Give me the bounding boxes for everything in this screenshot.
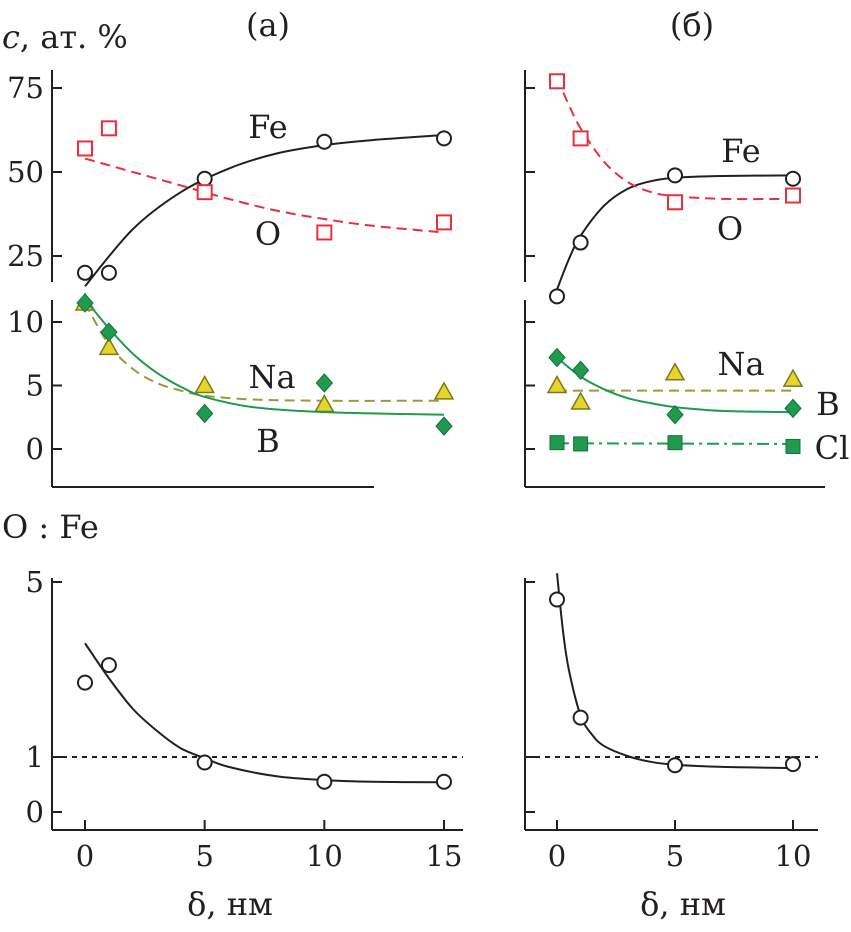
fit-line-fe — [84, 134, 445, 287]
series-label: Fe — [248, 108, 287, 146]
data-point-fe — [572, 234, 589, 251]
data-point-o-fe — [572, 709, 589, 726]
data-point-fe — [667, 167, 683, 184]
series-label: Fe — [721, 132, 760, 170]
x-axis-label-a: δ, нм — [187, 885, 273, 923]
data-point-o — [77, 140, 93, 157]
fit-line-fe — [556, 174, 794, 290]
fit-line-b — [84, 298, 445, 416]
y-tick-label: 10 — [7, 305, 44, 339]
x-tick-label-a: 10 — [306, 839, 343, 873]
series-label: Na — [717, 345, 764, 383]
data-point-b — [435, 416, 453, 436]
data-point-fe — [436, 130, 452, 147]
data-point-o-fe — [316, 773, 333, 790]
y-tick-label: 0 — [26, 432, 44, 466]
data-point-b — [571, 360, 590, 381]
data-point-o-fe — [100, 657, 117, 674]
data-point-o — [785, 187, 801, 204]
x-tick-label-b: 0 — [548, 839, 566, 873]
data-point-b — [784, 398, 802, 419]
data-point-na — [433, 381, 455, 400]
data-point-b — [76, 293, 94, 313]
data-point-cl — [785, 438, 801, 454]
data-point-o — [100, 120, 117, 137]
fit-line-o — [84, 157, 445, 234]
data-point-o-fe — [77, 674, 93, 691]
data-point-o-fe — [196, 754, 213, 771]
series-label: O — [255, 215, 281, 253]
series-label: B — [256, 422, 280, 460]
fit-line-o-fe — [556, 573, 794, 769]
data-point-na — [570, 391, 591, 410]
data-point-fe — [785, 170, 801, 187]
data-point-b — [100, 322, 118, 342]
data-point-na — [98, 336, 120, 356]
data-point-fe — [77, 264, 93, 281]
x-tick-label-b: 10 — [775, 839, 812, 873]
y-tick-label: 50 — [7, 155, 44, 189]
x-tick-label-a: 15 — [426, 839, 463, 873]
data-point-fe — [316, 133, 333, 150]
y-tick-label: 1 — [26, 740, 44, 774]
fit-line-o-fe — [84, 642, 445, 784]
x-tick-label-a: 0 — [76, 839, 94, 873]
data-point-o-fe — [667, 757, 683, 774]
data-point-o-fe — [436, 773, 452, 790]
data-point-na — [194, 374, 215, 394]
data-point-o-fe — [785, 756, 801, 773]
x-axis-label-b: δ, нм — [640, 885, 726, 923]
data-point-na — [314, 394, 335, 413]
x-tick-label-a: 5 — [195, 839, 213, 873]
data-point-na — [546, 374, 568, 394]
y-axis-label-top-var: c — [2, 18, 20, 56]
y-axis-label-top-unit: , ат. % — [20, 18, 128, 56]
y-tick-label: 5 — [26, 369, 44, 403]
data-point-o — [316, 224, 333, 241]
y-axis-label-top: c, ат. % — [2, 18, 128, 56]
data-point-o — [667, 194, 683, 211]
data-point-fe — [100, 264, 117, 281]
data-point-cl — [667, 435, 683, 451]
data-point-b — [195, 403, 214, 424]
panel-b-label: (б) — [670, 6, 714, 44]
data-point-fe — [549, 288, 565, 305]
y-axis-label-bottom: O : Fe — [2, 508, 99, 546]
fit-line-b — [556, 356, 794, 414]
y-tick-label: 5 — [26, 565, 44, 599]
data-point-cl — [549, 435, 565, 451]
y-tick-label: 75 — [7, 71, 44, 105]
series-label: B — [816, 385, 840, 423]
data-point-o-fe — [549, 591, 565, 608]
data-point-o — [436, 214, 452, 231]
data-point-b — [548, 347, 566, 368]
series-label: Na — [248, 358, 295, 396]
data-point-o — [196, 184, 213, 201]
data-point-b — [315, 373, 334, 393]
y-tick-label: 0 — [26, 795, 44, 829]
data-point-o — [549, 73, 565, 90]
data-point-na — [782, 368, 804, 387]
series-label: O — [717, 210, 743, 248]
data-point-b — [666, 404, 684, 425]
data-point-cl — [573, 436, 589, 452]
data-point-na — [664, 362, 686, 381]
x-tick-label-b: 5 — [666, 839, 684, 873]
series-label: Cl — [815, 429, 850, 467]
fit-line-o — [556, 77, 794, 201]
y-tick-label: 25 — [7, 239, 44, 273]
data-point-o — [572, 130, 589, 147]
data-point-fe — [196, 170, 213, 187]
panel-a-label: (а) — [246, 6, 290, 44]
